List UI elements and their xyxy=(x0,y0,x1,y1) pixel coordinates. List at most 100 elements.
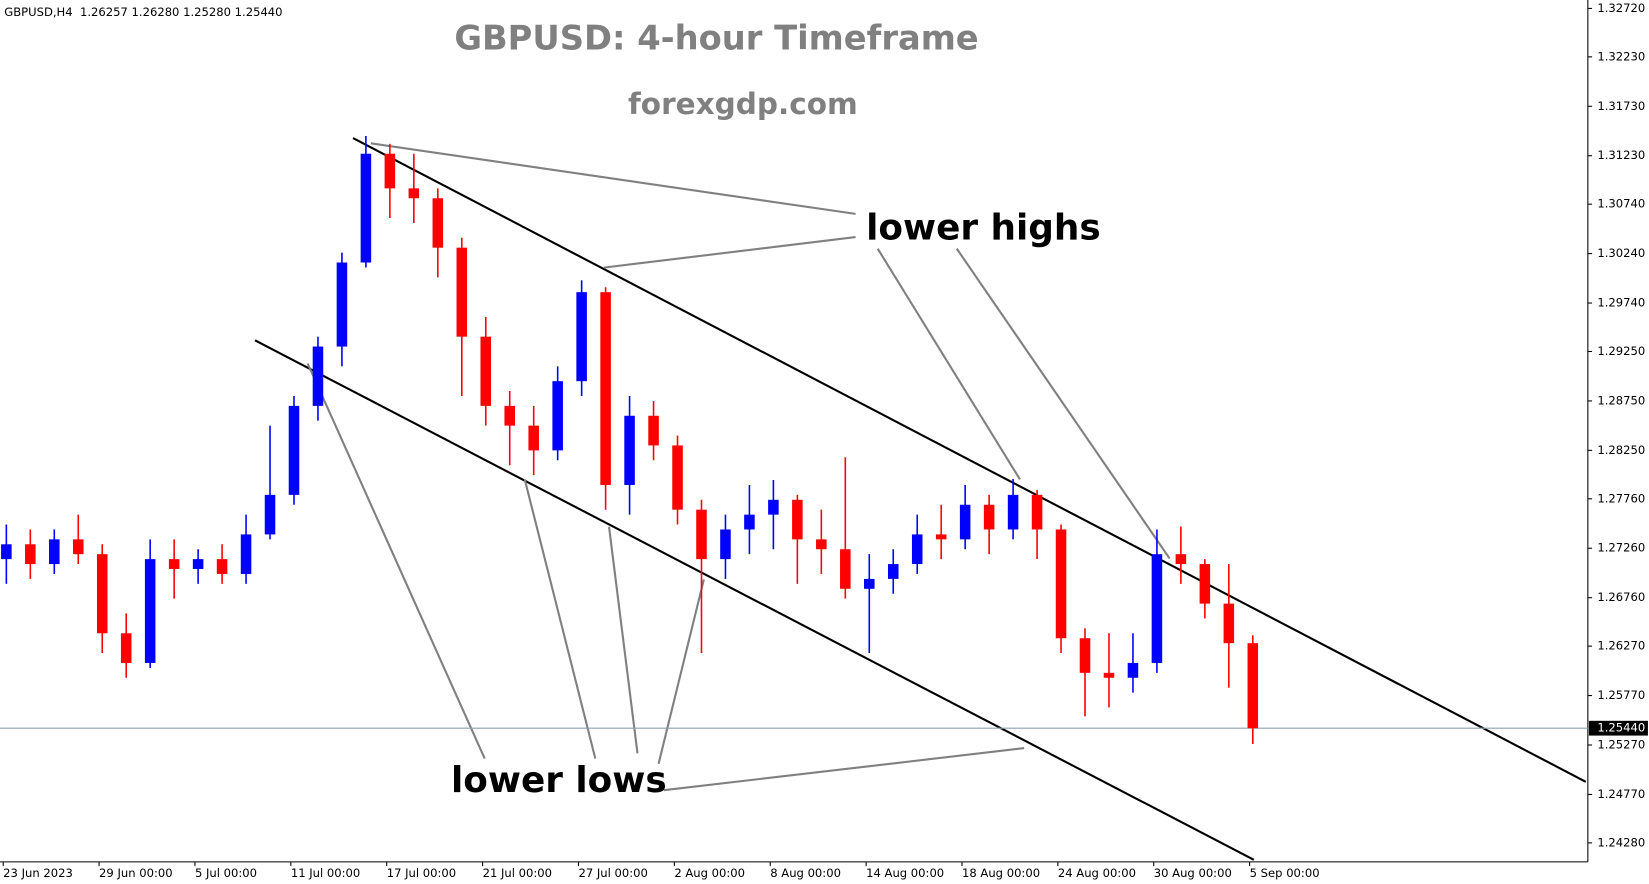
x-tick-label: 2 Aug 00:00 xyxy=(674,866,745,880)
candle-body xyxy=(696,509,707,560)
y-tick-label: 1.29250 xyxy=(1597,344,1645,358)
candle-body xyxy=(911,534,923,565)
pointer xyxy=(306,363,486,760)
candle-body xyxy=(480,336,492,406)
y-tick-label: 1.27760 xyxy=(1597,491,1645,505)
y-tick-label: 1.32230 xyxy=(1597,49,1645,63)
x-tick-label: 5 Sep 00:00 xyxy=(1250,866,1320,880)
candle-body xyxy=(1103,672,1115,678)
y-tick-label: 1.28750 xyxy=(1597,393,1645,407)
candle-body xyxy=(25,544,36,565)
current-price-box xyxy=(1588,720,1648,736)
candle-body xyxy=(168,559,180,570)
candle-body xyxy=(576,292,587,382)
y-tick-label: 1.31230 xyxy=(1597,148,1645,162)
candle-body xyxy=(1175,554,1187,565)
candle-body xyxy=(887,564,899,579)
candle-body xyxy=(1223,603,1235,644)
candle-body xyxy=(983,504,995,530)
x-tick-label: 30 Aug 00:00 xyxy=(1154,866,1232,880)
candle-body xyxy=(384,153,396,189)
x-tick-label: 11 Jul 00:00 xyxy=(291,866,360,880)
y-tick-label: 1.29740 xyxy=(1597,296,1645,310)
y-tick-label: 1.25270 xyxy=(1597,738,1645,752)
current-price-label: 1.25440 xyxy=(1597,721,1645,735)
pointer xyxy=(955,248,1171,560)
candle-body xyxy=(288,405,300,495)
candle-body xyxy=(744,514,755,530)
x-tick-label: 17 Jul 00:00 xyxy=(387,866,456,880)
candle-body xyxy=(360,153,372,263)
candle-body xyxy=(1,544,12,560)
lower-trendline xyxy=(254,339,1255,861)
candle-body xyxy=(96,554,108,634)
candle-body xyxy=(768,499,779,515)
candle-body xyxy=(144,559,156,663)
candle-body xyxy=(192,559,204,570)
candle-body xyxy=(240,534,252,574)
annotation-pointers xyxy=(306,142,1171,792)
pointer xyxy=(657,579,705,765)
candle-body xyxy=(1247,643,1259,729)
candle-body xyxy=(816,539,827,550)
candle-body xyxy=(336,262,348,347)
candle-body xyxy=(672,445,683,510)
candle-body xyxy=(959,504,971,540)
y-tick-label: 1.26270 xyxy=(1597,639,1645,653)
x-tick-label: 29 Jun 00:00 xyxy=(99,866,173,880)
candle-body xyxy=(528,425,539,451)
chart-title: GBPUSD: 4-hour Timeframe xyxy=(454,19,978,58)
y-tick-label: 1.25770 xyxy=(1597,688,1645,702)
annotation: lower lows xyxy=(451,760,667,801)
candle-body xyxy=(624,415,635,485)
y-tick-label: 1.28250 xyxy=(1597,443,1645,457)
candle-body xyxy=(648,415,659,446)
candle-body xyxy=(720,529,731,560)
pointer xyxy=(523,479,597,759)
candle-body xyxy=(264,494,276,535)
y-tick-label: 1.30740 xyxy=(1597,197,1645,211)
x-tick-label: 27 Jul 00:00 xyxy=(578,866,647,880)
x-tick-label: 23 Jun 2023 xyxy=(3,866,73,880)
chart-subtitle: forexgdp.com xyxy=(628,87,858,121)
candle-body xyxy=(1007,494,1019,530)
candle-body xyxy=(935,534,947,540)
x-tick-label: 18 Aug 00:00 xyxy=(962,866,1040,880)
upper-trendline xyxy=(352,137,1587,783)
candle-body xyxy=(432,198,444,248)
y-tick-label: 1.30240 xyxy=(1597,246,1645,260)
y-tick-label: 1.24770 xyxy=(1597,787,1645,801)
y-tick-label: 1.31730 xyxy=(1597,99,1645,113)
candle-body xyxy=(504,405,515,426)
x-tick-label: 21 Jul 00:00 xyxy=(483,866,552,880)
candle-body xyxy=(216,559,228,574)
candle-body xyxy=(72,539,84,555)
candle-body xyxy=(840,549,851,589)
candle-body xyxy=(120,633,132,663)
candle-body xyxy=(1127,662,1139,678)
y-tick-label: 1.27260 xyxy=(1597,541,1645,555)
y-tick-label: 1.32720 xyxy=(1597,1,1645,15)
candle-body xyxy=(1031,494,1043,530)
candle-body xyxy=(312,346,324,406)
pointer xyxy=(607,526,639,754)
candle-body xyxy=(792,499,803,540)
pointer xyxy=(876,248,1021,480)
candle-body xyxy=(1055,529,1067,639)
pointer xyxy=(663,747,1025,792)
y-tick-label: 1.24280 xyxy=(1597,835,1645,849)
candle-body xyxy=(600,292,611,485)
pointer xyxy=(603,236,856,269)
candle-body xyxy=(456,247,468,337)
candle-body xyxy=(49,539,60,565)
symbol-header: GBPUSD,H4 1.26257 1.26280 1.25280 1.2544… xyxy=(4,5,282,19)
candle-body xyxy=(408,188,420,199)
candle-body xyxy=(552,381,563,451)
x-tick-label: 24 Aug 00:00 xyxy=(1058,866,1136,880)
annotation: lower highs xyxy=(866,208,1101,249)
candle-body xyxy=(1151,554,1163,663)
y-tick-label: 1.26760 xyxy=(1597,590,1645,604)
